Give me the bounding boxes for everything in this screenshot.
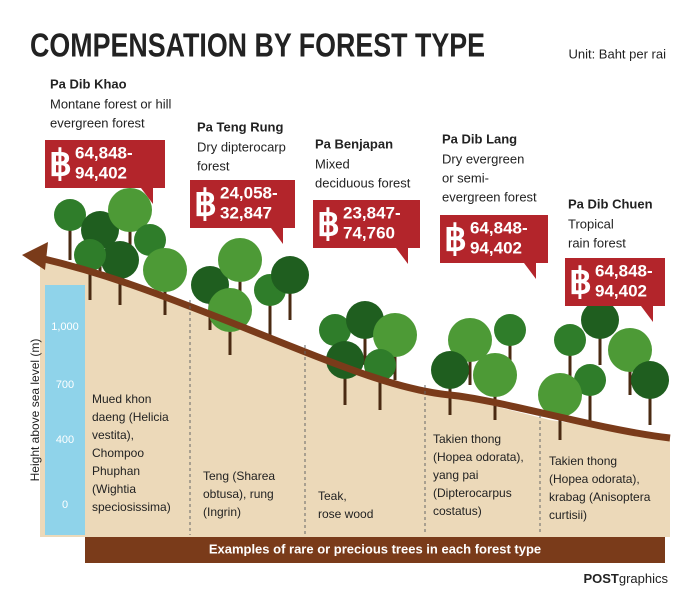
- axis-tick-label: 400: [56, 434, 74, 446]
- forest-description: rain forest: [568, 235, 626, 250]
- tree-crown: [373, 313, 417, 357]
- tree-crown: [581, 301, 619, 339]
- tree-crown: [494, 314, 526, 346]
- tree-species: krabag (Anisoptera: [549, 490, 651, 504]
- credit: POSTgraphics: [583, 571, 668, 586]
- tree-species: (Hopea odorata),: [433, 450, 524, 464]
- tree-species: (Hopea odorata),: [549, 472, 640, 486]
- tree-crown: [608, 328, 652, 372]
- tree-crown: [218, 238, 262, 282]
- forest-description: Dry dipterocarp: [197, 139, 286, 154]
- height-axis-bar: [45, 285, 85, 535]
- title: COMPENSATION BY FOREST TYPE: [30, 27, 485, 64]
- currency-symbol: ฿: [569, 261, 592, 302]
- tree-species: vestita),: [92, 428, 134, 442]
- forest-description: evergreen forest: [50, 115, 145, 130]
- tree-species: obtusa), rung: [203, 487, 274, 501]
- tree-crown: [54, 199, 86, 231]
- tree-crown: [101, 241, 139, 279]
- forest-description: deciduous forest: [315, 175, 411, 190]
- tree-crown: [631, 361, 669, 399]
- tree-crown: [74, 239, 106, 271]
- credit-rest: graphics: [619, 571, 669, 586]
- tree-species: daeng (Helicia: [92, 410, 169, 424]
- tree-species: (Wightia: [92, 482, 136, 496]
- forest-description: Dry evergreen: [442, 151, 524, 166]
- axis-tick-label: 1,000: [51, 321, 79, 333]
- tree-species: Takien thong: [549, 454, 617, 468]
- forest-name: Pa Dib Khao: [50, 76, 127, 91]
- callout: [565, 258, 665, 322]
- tree-crown: [448, 318, 492, 362]
- tree-crown: [108, 188, 152, 232]
- tree-crown: [473, 353, 517, 397]
- currency-symbol: ฿: [49, 143, 72, 184]
- tree-crown: [271, 256, 309, 294]
- tree-crown: [143, 248, 187, 292]
- forest-description: or semi-: [442, 170, 489, 185]
- tree-crown: [554, 324, 586, 356]
- tree-species: Chompoo: [92, 446, 144, 460]
- compensation: 24,058-: [220, 183, 278, 202]
- ridge: [39, 254, 671, 442]
- axis-label: Height above sea level (m): [28, 339, 42, 482]
- forest-description: Montane forest or hill: [50, 96, 172, 111]
- tree-species: Teng (Sharea: [203, 469, 275, 483]
- tree-crown: [134, 224, 166, 256]
- tree-species: speciosissima): [92, 500, 171, 514]
- callout: [313, 200, 420, 264]
- tree-crown: [319, 314, 351, 346]
- compensation: 94,402: [595, 281, 647, 300]
- tree-species: costatus): [433, 504, 482, 518]
- compensation: 94,402: [75, 163, 127, 182]
- unit: Unit: Baht per rai: [568, 46, 666, 61]
- compensation: 32,847: [220, 203, 272, 222]
- tree-crown: [431, 351, 469, 389]
- tree-crown: [364, 349, 396, 381]
- tree-species: Phuphan: [92, 464, 140, 478]
- forest-name: Pa Dib Chuen: [568, 196, 653, 211]
- currency-symbol: ฿: [317, 203, 340, 244]
- footer-bar: [85, 537, 665, 563]
- forest-description: evergreen forest: [442, 189, 537, 204]
- forest-description: forest: [197, 158, 230, 173]
- forest-description: Mixed: [315, 156, 350, 171]
- tree-species: rose wood: [318, 507, 373, 521]
- ridge-arrow: [22, 242, 48, 270]
- tree-species: curtisii): [549, 508, 587, 522]
- tree-species: (Ingrin): [203, 505, 241, 519]
- tree-species: Teak,: [318, 489, 347, 503]
- tree-crown: [574, 364, 606, 396]
- compensation: 64,848-: [470, 218, 528, 237]
- axis-tick-label: 700: [56, 379, 74, 391]
- footer: Examples of rare or precious trees in ea…: [209, 541, 541, 556]
- tree-species: yang pai: [433, 468, 478, 482]
- tree-species: Takien thong: [433, 432, 501, 446]
- currency-symbol: ฿: [444, 218, 467, 259]
- forest-name: Pa Benjapan: [315, 136, 393, 151]
- currency-symbol: ฿: [194, 183, 217, 224]
- credit-bold: POST: [583, 571, 618, 586]
- tree-species: Mued khon: [92, 392, 151, 406]
- axis-tick-label: 0: [62, 499, 68, 511]
- compensation: 23,847-: [343, 203, 401, 222]
- callout: [190, 180, 295, 244]
- forest-name: Pa Dib Lang: [442, 131, 517, 146]
- forest-description: Tropical: [568, 216, 614, 231]
- land: [40, 258, 670, 537]
- forest-name: Pa Teng Rung: [197, 119, 283, 134]
- compensation: 64,848-: [595, 261, 653, 280]
- compensation: 64,848-: [75, 143, 133, 162]
- compensation: 74,760: [343, 223, 395, 242]
- tree-crown: [538, 373, 582, 417]
- tree-species: (Dipterocarpus: [433, 486, 512, 500]
- callout: [45, 140, 165, 204]
- compensation: 94,402: [470, 238, 522, 257]
- callout: [440, 215, 548, 279]
